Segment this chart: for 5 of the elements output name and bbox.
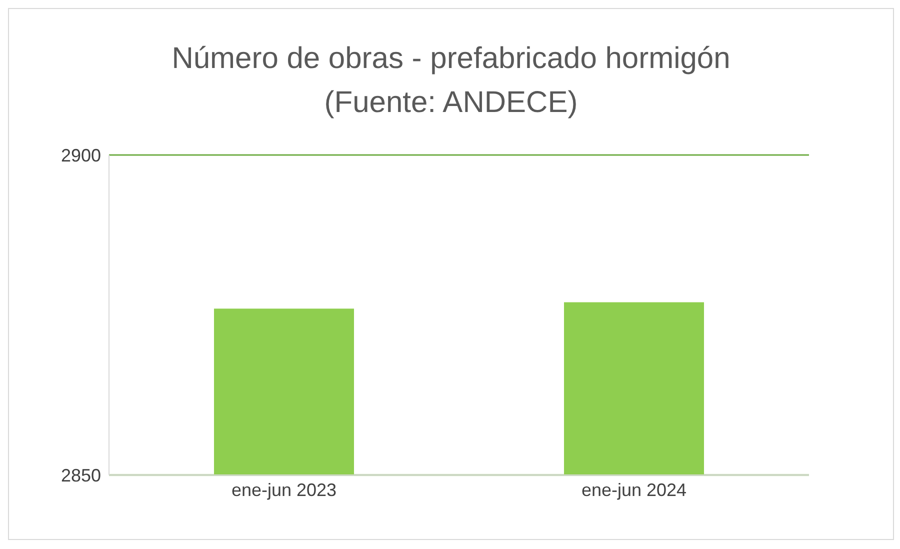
y-tick-label: 2850 [60,465,101,486]
y-tick-label: 2900 [60,145,101,166]
x-tick-label: ene-jun 2024 [581,480,687,500]
x-tick-label: ene-jun 2023 [231,480,337,500]
chart-title: Número de obras - prefabricado hormigón (Fuente: ANDECE) [170,41,732,121]
